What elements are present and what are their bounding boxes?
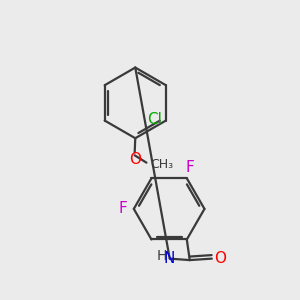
Text: F: F — [185, 160, 194, 175]
Text: F: F — [118, 201, 127, 216]
Text: O: O — [214, 251, 226, 266]
Text: O: O — [129, 152, 141, 167]
Text: H: H — [157, 249, 167, 263]
Text: CH₃: CH₃ — [150, 158, 173, 171]
Text: Cl: Cl — [147, 112, 161, 128]
Text: N: N — [164, 250, 175, 266]
